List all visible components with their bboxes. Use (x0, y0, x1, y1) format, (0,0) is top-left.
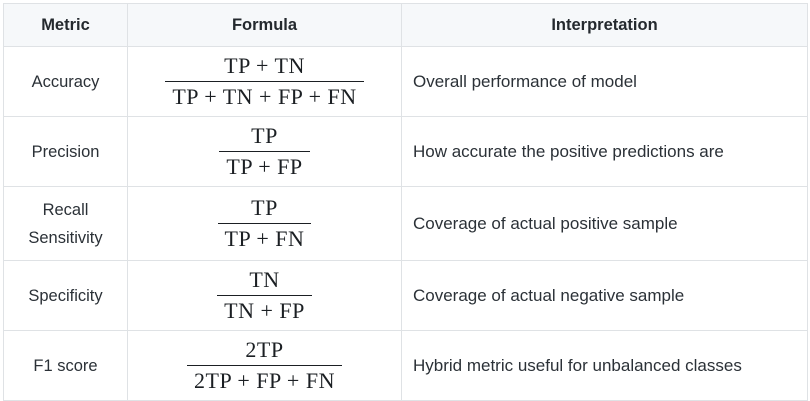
table-row-accuracy: Accuracy TP + TN TP + TN + FP + FN Overa… (3, 46, 808, 117)
interpretation-cell: Coverage of actual positive sample (401, 186, 808, 261)
fraction-numerator: TP (251, 195, 278, 221)
fraction-denominator: 2TP + FP + FN (187, 365, 342, 394)
metrics-table: Metric Formula Interpretation Accuracy T… (3, 3, 808, 401)
fraction: TN TN + FP (217, 267, 312, 324)
interpretation-cell: Coverage of actual negative sample (401, 260, 808, 331)
metric-cell: Specificity (3, 260, 128, 331)
fraction-numerator: TP (251, 123, 278, 149)
fraction: 2TP 2TP + FP + FN (187, 337, 342, 394)
table-row-recall: Recall Sensitivity TP TP + FN Coverage o… (3, 186, 808, 261)
fraction-numerator: TP + TN (224, 53, 305, 79)
metric-cell: F1 score (3, 330, 128, 401)
table-row-specificity: Specificity TN TN + FP Coverage of actua… (3, 260, 808, 331)
metric-cell: Accuracy (3, 46, 128, 117)
col-header-formula: Formula (127, 3, 402, 47)
interpretation-cell: Hybrid metric useful for unbalanced clas… (401, 330, 808, 401)
fraction-numerator: 2TP (245, 337, 284, 363)
formula-cell: TP + TN TP + TN + FP + FN (127, 46, 402, 117)
fraction-numerator: TN (249, 267, 280, 293)
col-header-metric: Metric (3, 3, 128, 47)
interpretation-cell: Overall performance of model (401, 46, 808, 117)
formula-cell: TP TP + FP (127, 116, 402, 187)
fraction-denominator: TN + FP (217, 295, 312, 324)
fraction-denominator: TP + FP (219, 151, 310, 180)
fraction: TP TP + FP (219, 123, 310, 180)
col-header-interpretation: Interpretation (401, 3, 808, 47)
formula-cell: TP TP + FN (127, 186, 402, 261)
metric-cell: Recall Sensitivity (3, 186, 128, 261)
fraction-denominator: TP + TN + FP + FN (165, 81, 364, 110)
table-row-precision: Precision TP TP + FP How accurate the po… (3, 116, 808, 187)
table-row-f1-score: F1 score 2TP 2TP + FP + FN Hybrid metric… (3, 330, 808, 401)
header-row: Metric Formula Interpretation (3, 3, 808, 47)
fraction: TP + TN TP + TN + FP + FN (165, 53, 364, 110)
table-body: Accuracy TP + TN TP + TN + FP + FN Overa… (3, 46, 808, 401)
interpretation-cell: How accurate the positive predictions ar… (401, 116, 808, 187)
metric-cell: Precision (3, 116, 128, 187)
fraction: TP TP + FN (217, 195, 312, 252)
formula-cell: 2TP 2TP + FP + FN (127, 330, 402, 401)
table-header: Metric Formula Interpretation (3, 3, 808, 47)
fraction-denominator: TP + FN (217, 223, 312, 252)
formula-cell: TN TN + FP (127, 260, 402, 331)
